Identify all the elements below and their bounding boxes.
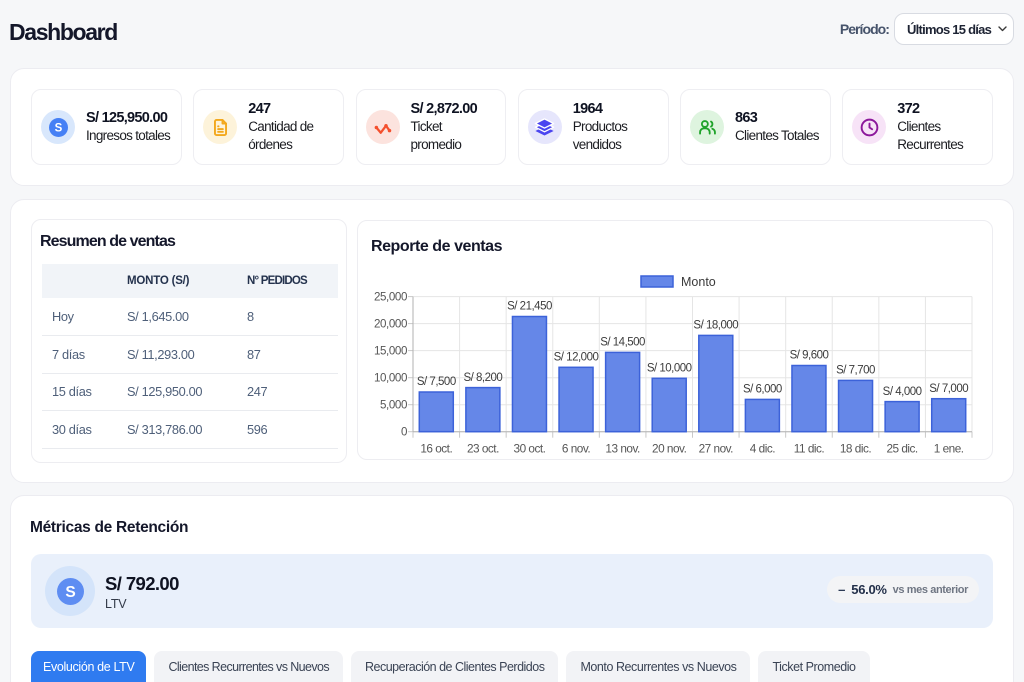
svg-text:0: 0	[401, 426, 407, 439]
svg-text:S/ 7,000: S/ 7,000	[929, 383, 968, 395]
svg-text:20,000: 20,000	[374, 318, 407, 331]
svg-text:15,000: 15,000	[374, 345, 407, 358]
svg-text:Monto: Monto	[681, 275, 716, 289]
svg-text:S/ 4,000: S/ 4,000	[883, 386, 922, 398]
svg-text:S/ 8,200: S/ 8,200	[463, 372, 502, 384]
svg-text:5,000: 5,000	[380, 399, 407, 412]
svg-text:13 nov.: 13 nov.	[605, 442, 640, 456]
svg-text:S: S	[54, 122, 62, 134]
svg-text:S/ 12,000: S/ 12,000	[554, 352, 599, 364]
svg-text:S/ 10,000: S/ 10,000	[647, 363, 692, 375]
svg-text:S: S	[65, 584, 75, 601]
svg-text:16 oct.: 16 oct.	[420, 442, 452, 456]
svg-text:S/ 18,000: S/ 18,000	[693, 320, 738, 332]
svg-text:S/ 7,700: S/ 7,700	[836, 365, 875, 377]
svg-text:25 dic.: 25 dic.	[886, 442, 917, 456]
svg-text:25,000: 25,000	[374, 291, 407, 304]
svg-text:11 dic.: 11 dic.	[794, 442, 825, 456]
svg-text:S/ 21,450: S/ 21,450	[507, 301, 552, 313]
svg-text:S/ 6,000: S/ 6,000	[743, 384, 782, 396]
svg-text:23 oct.: 23 oct.	[467, 442, 499, 456]
svg-text:27 nov.: 27 nov.	[699, 442, 734, 456]
svg-text:6 nov.: 6 nov.	[562, 442, 590, 456]
svg-text:20 nov.: 20 nov.	[652, 442, 687, 456]
svg-text:18 dic.: 18 dic.	[840, 442, 871, 456]
svg-text:S/ 9,600: S/ 9,600	[790, 350, 829, 362]
svg-text:S/ 7,500: S/ 7,500	[417, 376, 456, 388]
svg-text:1 ene.: 1 ene.	[934, 442, 964, 456]
svg-text:S/ 14,500: S/ 14,500	[600, 337, 645, 349]
svg-text:4 dic.: 4 dic.	[750, 442, 775, 456]
svg-text:30 oct.: 30 oct.	[514, 442, 546, 456]
svg-text:10,000: 10,000	[374, 372, 407, 385]
